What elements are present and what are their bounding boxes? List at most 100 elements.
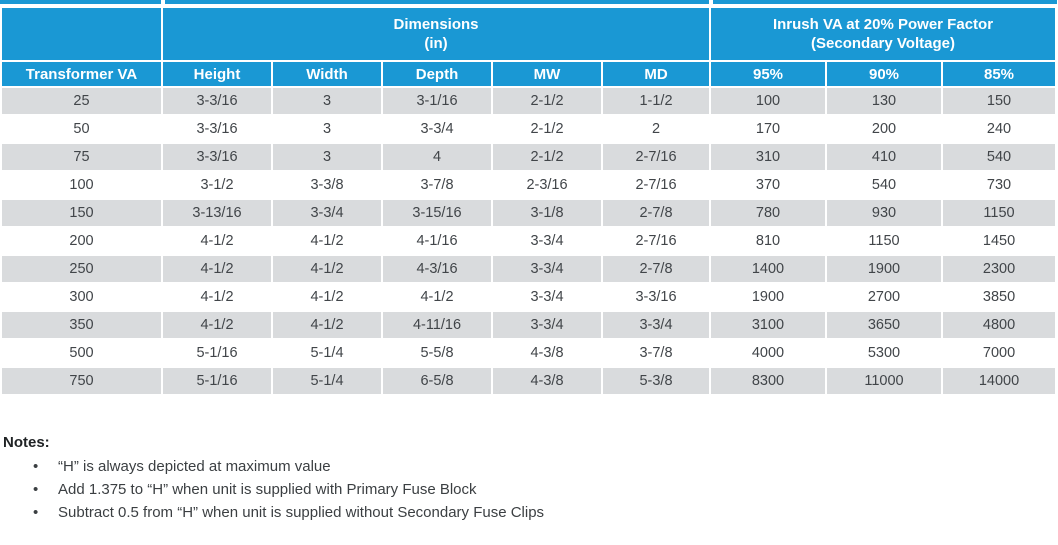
- table-row: 750 5-1/16 5-1/4 6-5/8 4-3/8 5-3/8 8300 11000 14…: [2, 368, 1056, 394]
- note-item: “H” is always depicted at maximum value: [33, 455, 1058, 478]
- table-cell: 1400: [711, 256, 825, 282]
- column-header-90-: 90%: [827, 62, 941, 86]
- table-cell: 100: [711, 88, 825, 114]
- transformer-spec-table: Dimensions (in) Inrush VA at 20% Power F…: [0, 6, 1057, 396]
- table-cell: 4-3/8: [493, 340, 601, 366]
- group-header-inrush: Inrush VA at 20% Power Factor (Secondary…: [711, 8, 1056, 60]
- notes-title: Notes:: [3, 434, 50, 451]
- table-cell: 4-1/2: [163, 312, 271, 338]
- table-cell: 2-7/16: [603, 228, 709, 254]
- table-cell: 5-5/8: [383, 340, 491, 366]
- row-va-cell: 25: [2, 88, 161, 114]
- table-cell: 5-1/16: [163, 340, 271, 366]
- table-cell: 130: [827, 88, 941, 114]
- note-item: Subtract 0.5 from “H” when unit is suppl…: [33, 501, 1058, 524]
- table-cell: 3-3/16: [163, 88, 271, 114]
- table-row: 200 4-1/2 4-1/2 4-1/16 3-3/4 2-7/16 810 1150 145…: [2, 228, 1056, 254]
- table-cell: 5300: [827, 340, 941, 366]
- table-cell: 2-7/8: [603, 256, 709, 282]
- notes-section: Notes: “H” is always depicted at maximum…: [3, 434, 1058, 524]
- table-cell: 3-3/8: [273, 172, 381, 198]
- table-cell: 2-1/2: [493, 116, 601, 142]
- table-cell: 2-7/8: [603, 200, 709, 226]
- row-va-cell: 300: [2, 284, 161, 310]
- table-cell: 3650: [827, 312, 941, 338]
- table-cell: 4-1/2: [163, 228, 271, 254]
- table-row: 75 3-3/16 3 4 2-1/2 2-7/16 310 410 540: [2, 144, 1056, 170]
- table-cell: 2: [603, 116, 709, 142]
- table-cell: 3-3/16: [163, 116, 271, 142]
- table-cell: 2-7/16: [603, 144, 709, 170]
- column-header-85-: 85%: [943, 62, 1056, 86]
- table-cell: 11000: [827, 368, 941, 394]
- table-row: 500 5-1/16 5-1/4 5-5/8 4-3/8 3-7/8 4000 5300 700…: [2, 340, 1056, 366]
- row-va-cell: 150: [2, 200, 161, 226]
- table-cell: 3: [273, 116, 381, 142]
- row-va-cell: 250: [2, 256, 161, 282]
- table-cell: 5-3/8: [603, 368, 709, 394]
- table-row: 50 3-3/16 3 3-3/4 2-1/2 2 170 200 240: [2, 116, 1056, 142]
- table-cell: 3-3/4: [493, 284, 601, 310]
- table-cell: 3-15/16: [383, 200, 491, 226]
- table-cell: 4-1/2: [273, 256, 381, 282]
- table-cell: 730: [943, 172, 1056, 198]
- table-cell: 3-3/16: [603, 284, 709, 310]
- table-cell: 5-1/4: [273, 340, 381, 366]
- group-header-blank: [2, 8, 161, 60]
- table-cell: 3-3/16: [163, 144, 271, 170]
- table-cell: 200: [827, 116, 941, 142]
- row-va-cell: 750: [2, 368, 161, 394]
- table-cell: 3-13/16: [163, 200, 271, 226]
- column-header-height: Height: [163, 62, 271, 86]
- table-row: 300 4-1/2 4-1/2 4-1/2 3-3/4 3-3/16 1900 2700 385…: [2, 284, 1056, 310]
- table-cell: 8300: [711, 368, 825, 394]
- table-cell: 1150: [827, 228, 941, 254]
- table-body: 25 3-3/16 3 3-1/16 2-1/2 1-1/2 100 130 150 50 3-3/…: [2, 88, 1056, 394]
- table-cell: 4-1/2: [163, 284, 271, 310]
- table-cell: 2-3/16: [493, 172, 601, 198]
- table-cell: 2-7/16: [603, 172, 709, 198]
- table-cell: 4-1/2: [383, 284, 491, 310]
- top-border-segment: [713, 0, 1057, 4]
- table-cell: 3-7/8: [603, 340, 709, 366]
- table-cell: 370: [711, 172, 825, 198]
- table-cell: 3-3/4: [493, 228, 601, 254]
- row-va-cell: 100: [2, 172, 161, 198]
- table-cell: 4-1/2: [273, 284, 381, 310]
- table-cell: 3-7/8: [383, 172, 491, 198]
- table-cell: 4-1/2: [273, 228, 381, 254]
- column-header-width: Width: [273, 62, 381, 86]
- table-cell: 4-1/16: [383, 228, 491, 254]
- table-cell: 3850: [943, 284, 1056, 310]
- table-cell: 4000: [711, 340, 825, 366]
- row-va-cell: 200: [2, 228, 161, 254]
- row-va-cell: 75: [2, 144, 161, 170]
- table-cell: 1900: [711, 284, 825, 310]
- table-cell: 3-3/4: [493, 312, 601, 338]
- table-row: 25 3-3/16 3 3-1/16 2-1/2 1-1/2 100 130 150: [2, 88, 1056, 114]
- column-header-mw: MW: [493, 62, 601, 86]
- column-header-md: MD: [603, 62, 709, 86]
- table-top-border: [0, 0, 1057, 4]
- table-cell: 2-1/2: [493, 88, 601, 114]
- table-cell: 2700: [827, 284, 941, 310]
- table-cell: 410: [827, 144, 941, 170]
- row-va-cell: 500: [2, 340, 161, 366]
- table-cell: 1450: [943, 228, 1056, 254]
- table-cell: 1900: [827, 256, 941, 282]
- table-cell: 4-1/2: [163, 256, 271, 282]
- table-cell: 4800: [943, 312, 1056, 338]
- table-cell: 4-1/2: [273, 312, 381, 338]
- table-cell: 4-3/8: [493, 368, 601, 394]
- table-row: 150 3-13/16 3-3/4 3-15/16 3-1/8 2-7/8 780 930 11…: [2, 200, 1056, 226]
- table-cell: 1-1/2: [603, 88, 709, 114]
- table-cell: 310: [711, 144, 825, 170]
- table-cell: 3-1/16: [383, 88, 491, 114]
- row-va-cell: 50: [2, 116, 161, 142]
- column-header-row: Transformer VA Height Width Depth MW MD 95% 90%…: [2, 62, 1056, 86]
- table-cell: 540: [943, 144, 1056, 170]
- column-header-95-: 95%: [711, 62, 825, 86]
- table-cell: 2-1/2: [493, 144, 601, 170]
- table-cell: 3-3/4: [273, 200, 381, 226]
- table-cell: 14000: [943, 368, 1056, 394]
